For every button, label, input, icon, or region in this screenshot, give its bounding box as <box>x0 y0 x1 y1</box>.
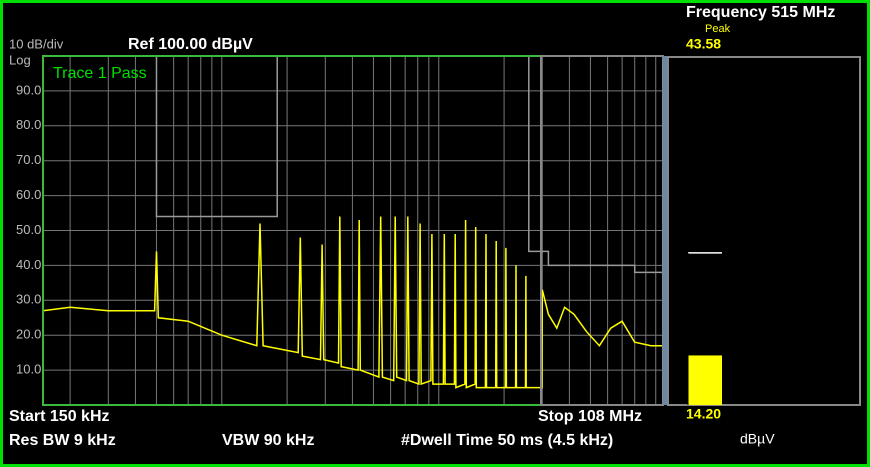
y-tick-label: 40.0 <box>16 257 41 272</box>
plot: 10.0 20.0 30.0 40.0 50.0 60.0 70.0 80.0 90.0 <box>16 56 663 405</box>
y-tick-label: 80.0 <box>16 117 41 132</box>
dwell: #Dwell Time 50 ms (4.5 kHz) <box>401 432 613 449</box>
trace <box>42 216 663 389</box>
vbw: VBW 90 kHz <box>222 432 314 449</box>
divider <box>663 56 667 405</box>
stop: Stop 108 MHz <box>538 408 642 425</box>
peak-value: 43.58 <box>686 36 721 52</box>
ref-level: Ref 100.00 dBµV <box>128 36 253 53</box>
y-tick-label: 30.0 <box>16 292 41 307</box>
peak-label: Peak <box>705 23 731 35</box>
start: Start 150 kHz <box>9 408 110 425</box>
meter-value: 14.20 <box>686 406 721 422</box>
y-tick-label: 50.0 <box>16 222 41 237</box>
meter-bar <box>688 355 722 405</box>
meter-frame <box>667 56 861 406</box>
trace <box>528 56 663 274</box>
y-tick-label: 60.0 <box>16 187 41 202</box>
trace-status: Trace 1 Pass <box>53 65 147 82</box>
scale-type: Log <box>9 52 31 67</box>
y-tick-label: 70.0 <box>16 152 41 167</box>
trace <box>155 56 278 218</box>
y-tick-label: 20.0 <box>16 327 41 342</box>
y-tick-label: 90.0 <box>16 82 41 97</box>
frequency: Frequency 515 MHz <box>686 4 835 21</box>
rbw: Res BW 9 kHz <box>9 432 116 449</box>
scale: 10 dB/div <box>9 36 64 51</box>
meter-unit: dBµV <box>740 431 775 447</box>
y-tick-label: 10.0 <box>16 362 41 377</box>
